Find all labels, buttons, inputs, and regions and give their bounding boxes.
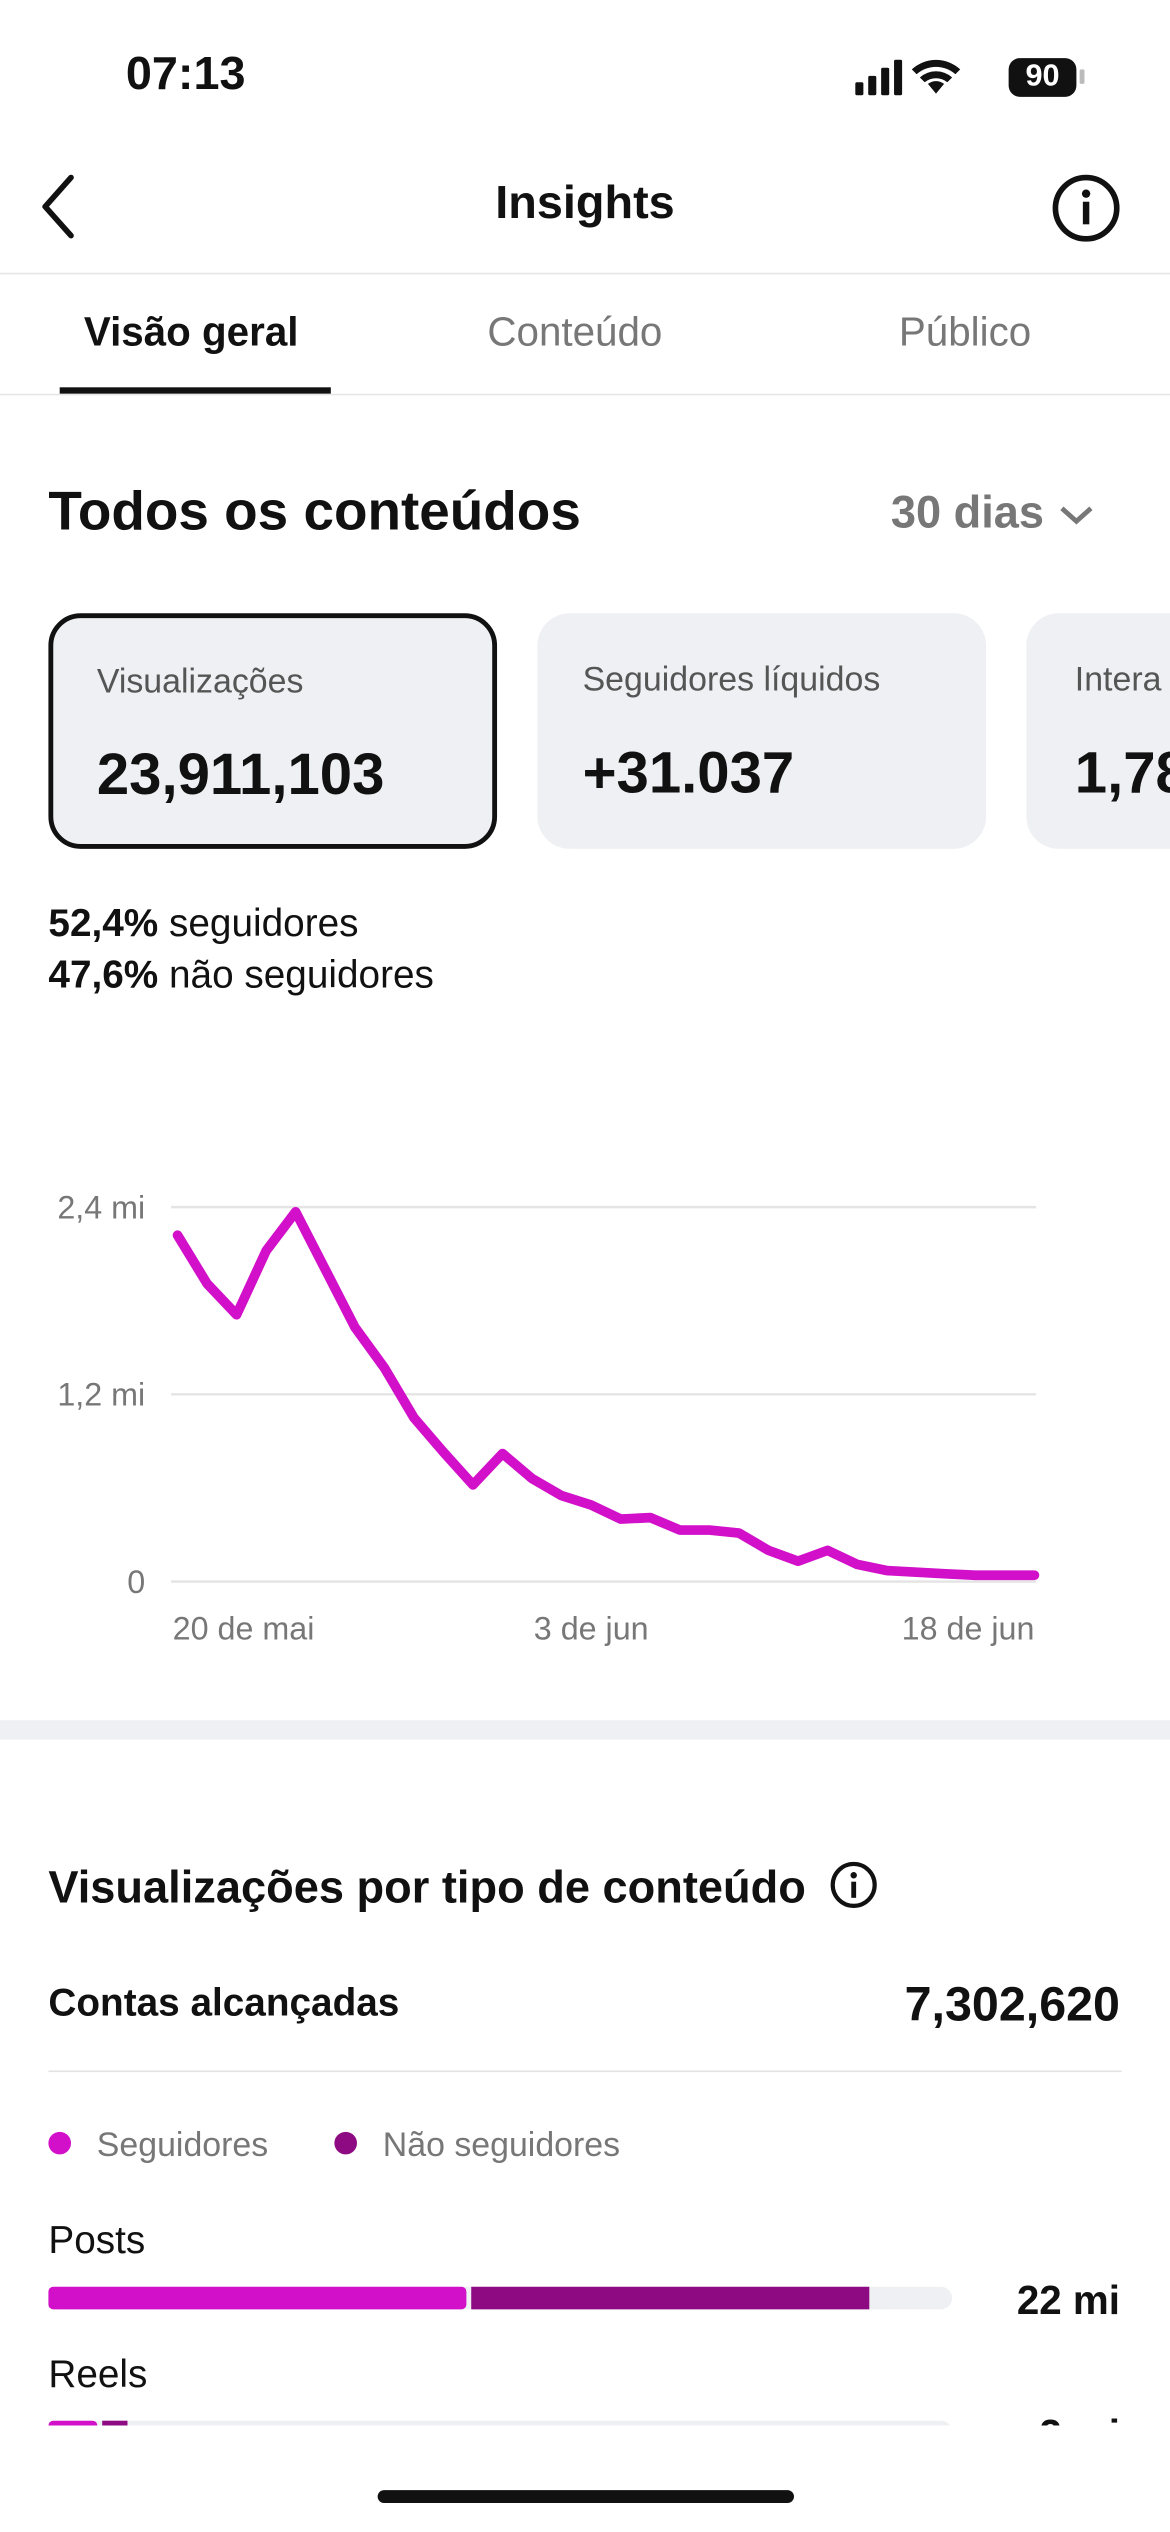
metric-card[interactable]: Visualizações 23,911,103 — [48, 613, 498, 849]
period-label: 30 dias — [890, 487, 1045, 538]
info-icon[interactable] — [828, 1859, 880, 1911]
card-label: Intera — [1074, 661, 1162, 699]
y-tick-label: 2,4 mi — [57, 1189, 145, 1225]
legend-swatch — [48, 2131, 72, 2155]
x-tick-label: 3 de jun — [534, 1611, 649, 1647]
bar-segment — [48, 2286, 467, 2310]
divider — [48, 2070, 1122, 2073]
card-label: Seguidores líquidos — [582, 661, 881, 699]
total-label: 22 mi — [1017, 2277, 1120, 2323]
header-title: Insights — [495, 177, 675, 230]
divider — [0, 272, 1170, 275]
metric-card[interactable]: Seguidores líquidos +31.037 — [537, 613, 987, 849]
total-label: 2 mi — [1039, 2411, 1120, 2457]
reach-value: 7,302,620 — [904, 1978, 1120, 2032]
card-value: +31.037 — [582, 739, 795, 806]
legend-swatch — [334, 2131, 357, 2155]
y-tick-label: 1,2 mi — [57, 1377, 145, 1413]
chevron — [1060, 506, 1093, 525]
metric-card[interactable]: Intera 1,78 — [1026, 613, 1170, 849]
breakdown-row: 52,4% seguidores — [48, 902, 358, 947]
period-selector[interactable]: 30 dias — [891, 487, 1096, 539]
card-value: 23,911,103 — [96, 740, 385, 807]
breakdown-row: 47,6% não seguidores — [48, 954, 433, 999]
card-value: 1,78 — [1074, 739, 1170, 806]
tab[interactable]: Conteúdo — [487, 309, 663, 356]
category-label: Reels — [48, 2353, 147, 2396]
breakdown-text: não seguidores — [169, 953, 434, 998]
x-tick-label: 20 de mai — [173, 1611, 315, 1647]
bar-track — [50, 2420, 951, 2426]
section-title-text: Visualizações por tipo de conteúdo — [48, 1862, 806, 1913]
section-separator — [0, 1720, 1170, 1740]
reach-label: Contas alcançadas — [48, 1981, 400, 2026]
percent: 47,6% — [48, 953, 159, 998]
tab[interactable]: Público — [898, 309, 1032, 356]
y-tick-label: 0 — [127, 1564, 145, 1600]
bar-segment — [102, 2420, 128, 2426]
line — [172, 1206, 1040, 1581]
clip-group: Posts 22 mi Reels 2 mi — [48, 2219, 1120, 2457]
status-icons — [855, 59, 1085, 96]
tab[interactable]: Visão geral — [83, 309, 299, 356]
battery: 90 — [1008, 58, 1077, 97]
percent: 52,4% — [48, 902, 159, 946]
category-label: Posts — [48, 2219, 145, 2262]
legend-label: Seguidores — [97, 2126, 268, 2164]
home-indicator — [377, 2490, 794, 2504]
legend-label: Não seguidores — [383, 2126, 620, 2164]
info-button[interactable] — [1049, 171, 1123, 245]
bar-segment — [471, 2286, 870, 2310]
breakdown-text: seguidores — [169, 902, 359, 946]
x-tick-label: 18 de jun — [902, 1611, 1035, 1647]
divider — [0, 393, 1170, 396]
card-label: Visualizações — [96, 663, 304, 701]
back-button[interactable] — [36, 171, 84, 242]
status-time: 07:13 — [125, 48, 246, 101]
bar-segment — [48, 2420, 98, 2426]
section-title: Todos os conteúdos — [48, 480, 581, 543]
tab-indicator — [59, 387, 331, 394]
section-title: Visualizações por tipo de conteúdo — [48, 1859, 880, 1914]
